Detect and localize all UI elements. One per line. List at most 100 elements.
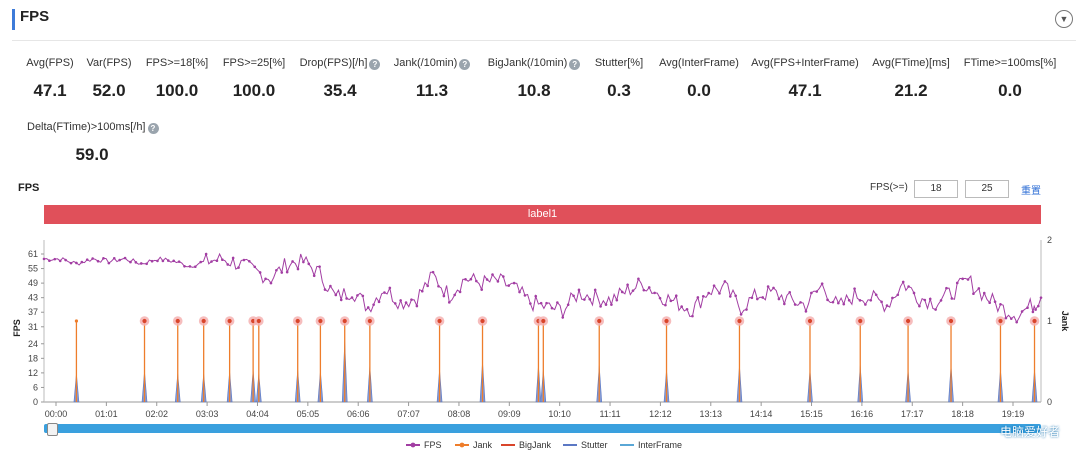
fps-point: [334, 293, 338, 297]
fps-point: [572, 294, 575, 298]
fps-point: [696, 296, 700, 299]
metric-bigjank: BigJank(/10min)? 10.8: [479, 57, 589, 101]
fps-point: [248, 260, 251, 263]
metric-avg-interframe: Avg(InterFrame) 0.0: [644, 57, 754, 101]
x-tick-label: 16:16: [851, 409, 874, 419]
fps-point: [653, 291, 656, 295]
fps-point: [766, 285, 770, 288]
threshold-18-input[interactable]: 18: [914, 180, 958, 198]
fps-point: [1036, 304, 1040, 308]
fps-point: [237, 266, 240, 269]
fps-point: [869, 298, 873, 302]
fps-point: [858, 299, 862, 302]
metric-delta-ftime: Delta(FTime)>100ms[/h]? 59.0: [27, 121, 159, 165]
fps-point: [80, 260, 84, 264]
fps-point: [723, 280, 727, 283]
bigjank-point: [437, 318, 442, 324]
metric-avg-fps: Avg(FPS) 47.1: [0, 57, 105, 101]
x-tick-label: 09:09: [498, 409, 521, 419]
y-left-tick-label: 37: [28, 307, 38, 317]
x-tick-label: 01:01: [95, 409, 118, 419]
metric-avg-fps-interframe: Avg(FPS+InterFrame) 47.1: [750, 57, 860, 101]
metric-value: 100.0: [232, 81, 276, 100]
help-icon[interactable]: ?: [459, 59, 471, 70]
fps-point: [188, 265, 192, 268]
fps-point: [437, 284, 440, 288]
jank-point: [74, 319, 79, 323]
fps-point: [512, 281, 516, 285]
fps-point: [831, 300, 835, 304]
fps-point: [658, 296, 662, 300]
fps-point: [1026, 306, 1029, 310]
fps-point: [469, 277, 473, 281]
fps-point: [545, 301, 548, 305]
fps-point: [939, 299, 943, 302]
metric-label: Avg(FPS): [26, 57, 74, 69]
metric-label-text: Drop(FPS)[/h]: [299, 57, 368, 69]
fps-point: [491, 273, 494, 276]
fps-point: [912, 291, 916, 295]
fps-point: [918, 304, 921, 308]
fps-point: [561, 316, 565, 319]
fps-point: [885, 304, 889, 307]
fps-point: [377, 300, 381, 304]
metric-value: 21.2: [894, 81, 928, 100]
fps-point: [529, 302, 532, 305]
time-range-slider[interactable]: [44, 423, 1041, 436]
metric-label: Var(FPS): [86, 57, 132, 69]
fps-point: [112, 256, 116, 260]
metric-value: 11.3: [415, 81, 449, 100]
fps-point: [339, 298, 343, 302]
fps-point: [631, 289, 635, 292]
fps-point: [988, 301, 991, 305]
fps-point: [750, 296, 754, 300]
bigjank-point: [342, 318, 347, 324]
fps-point: [620, 290, 624, 294]
section-header: FPS ▼: [0, 0, 1080, 38]
fps-point: [588, 297, 592, 301]
metric-value: 52.0: [92, 81, 126, 100]
x-tick-label: 14:14: [750, 409, 773, 419]
x-tick-label: 18:18: [951, 409, 974, 419]
metric-value: 0.0: [998, 81, 1022, 100]
metric-value: 100.0: [155, 81, 199, 100]
chevron-down-icon[interactable]: ▼: [1055, 10, 1073, 28]
y-left-tick-label: 43: [28, 293, 38, 303]
metric-value: 0.3: [607, 81, 631, 100]
fps-point: [69, 261, 73, 265]
label-band[interactable]: label1: [44, 205, 1041, 224]
fps-point: [718, 292, 721, 295]
fps-point: [826, 298, 829, 302]
fps-point: [48, 259, 51, 263]
fps-point: [302, 260, 305, 264]
x-tick-label: 10:10: [548, 409, 571, 419]
fps-point: [194, 265, 197, 269]
help-icon[interactable]: ?: [369, 59, 381, 70]
fps-point: [837, 301, 840, 305]
bigjank-point: [664, 318, 669, 324]
help-icon[interactable]: ?: [569, 59, 581, 70]
fps-point: [42, 257, 46, 261]
fps-point: [96, 259, 100, 263]
fps-point: [318, 265, 321, 268]
fps-point: [583, 298, 586, 301]
metric-label: BigJank(/10min)?: [479, 57, 589, 73]
reset-button[interactable]: 重置: [1021, 186, 1041, 197]
fps-point: [972, 292, 975, 296]
fps-point: [242, 258, 246, 262]
fps-point: [804, 310, 808, 313]
legend-label-interframe: InterFrame: [638, 440, 682, 450]
fps-point: [847, 298, 851, 302]
fps-point: [950, 297, 954, 300]
y-left-tick-label: 12: [28, 368, 38, 378]
fps-point: [945, 286, 948, 290]
fps-point: [961, 277, 964, 281]
slider-handle[interactable]: [47, 423, 58, 436]
help-icon[interactable]: ?: [147, 123, 159, 134]
threshold-25-input[interactable]: 25: [965, 180, 1009, 198]
metric-value: 59.0: [75, 145, 109, 164]
x-tick-label: 13:13: [700, 409, 723, 419]
bigjank-point: [597, 318, 602, 324]
x-tick-label: 05:05: [297, 409, 320, 419]
